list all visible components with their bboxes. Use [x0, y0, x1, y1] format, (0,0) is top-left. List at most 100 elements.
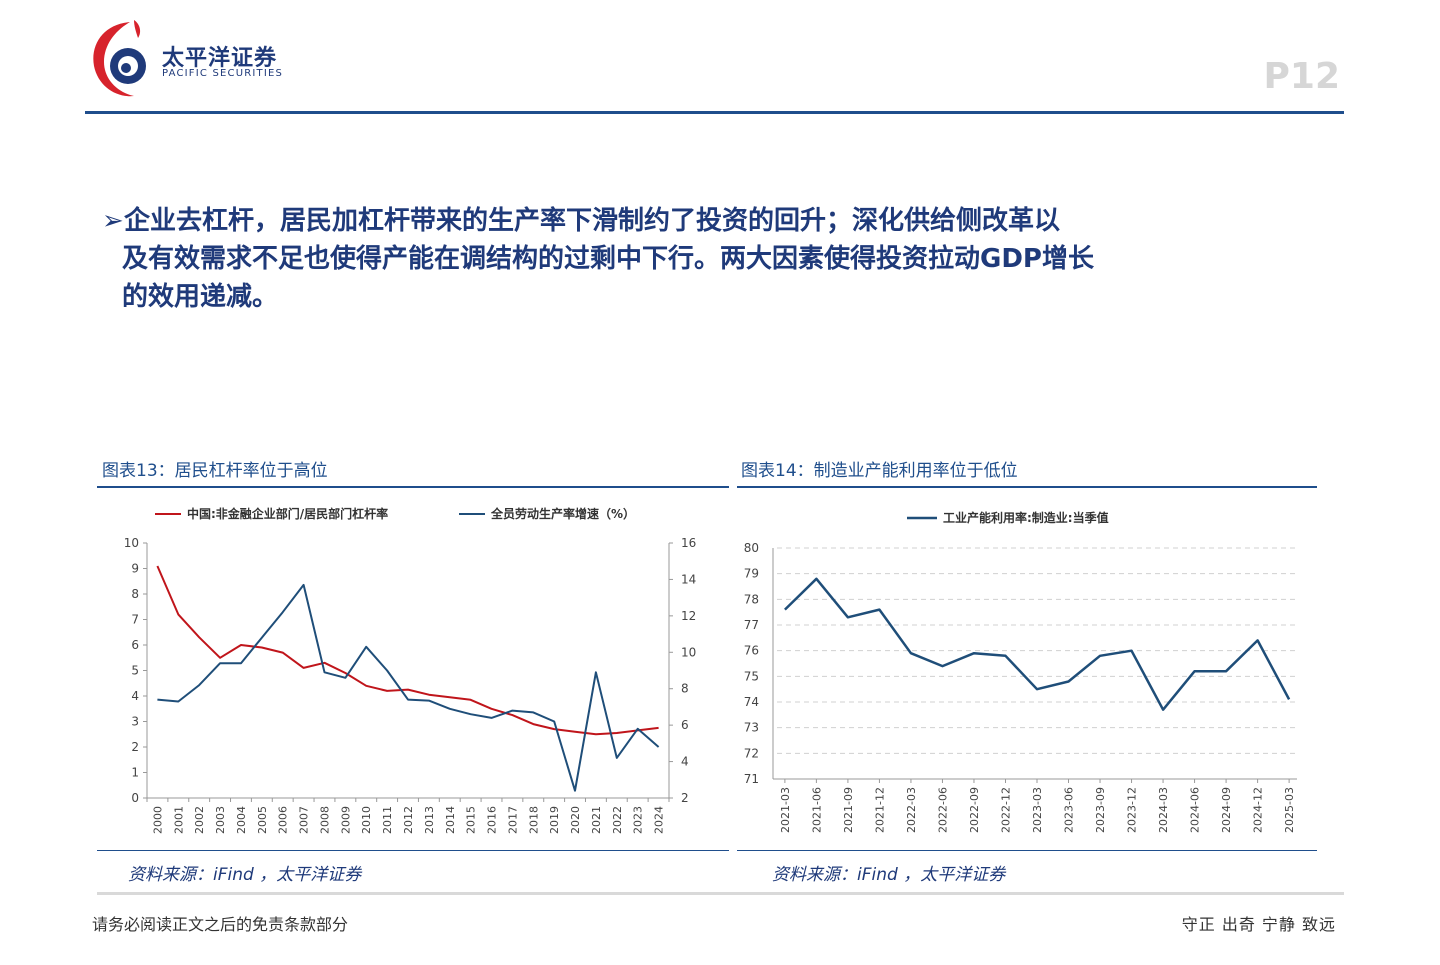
disclaimer-note: 请务必阅读正文之后的免责条款部分	[92, 915, 349, 934]
figure-14-source: 资料来源：iFind ，太平洋证券	[772, 865, 1006, 885]
figure-13-rule	[97, 486, 729, 488]
x-tick-label: 2015	[465, 806, 478, 834]
left-tick-label: 8	[131, 587, 139, 601]
y-tick-label: 71	[744, 772, 759, 786]
y-tick-label: 77	[744, 618, 759, 632]
right-tick-label: 14	[681, 572, 696, 586]
company-logo: 太平洋证券 PACIFIC SECURITIES	[90, 16, 290, 100]
figure-14-rule	[737, 486, 1317, 488]
right-tick-label: 12	[681, 609, 696, 623]
x-tick-label: 2024	[653, 806, 666, 834]
y-tick-label: 76	[744, 644, 759, 658]
right-tick-label: 8	[681, 682, 689, 696]
x-tick-label: 2024-03	[1157, 787, 1170, 833]
x-tick-label: 2023-09	[1094, 787, 1107, 833]
left-tick-label: 6	[131, 638, 139, 652]
header-divider	[85, 111, 1344, 114]
x-tick-label: 2011	[381, 806, 394, 834]
key-point-line-1: 企业去杠杆，居民加杠杆带来的生产率下滑制约了投资的回升；深化供给侧改革以	[124, 206, 1061, 236]
x-tick-label: 2020	[569, 806, 582, 834]
y-tick-label: 79	[744, 567, 759, 581]
left-tick-label: 10	[124, 536, 139, 550]
x-tick-label: 2024-12	[1252, 787, 1265, 833]
x-tick-label: 2019	[548, 806, 561, 834]
right-tick-label: 6	[681, 718, 689, 732]
arrow-bullet-icon: ➢	[102, 206, 124, 236]
key-point-line-2: 及有效需求不足也使得产能在调结构的过剩中下行。两大因素使得投资拉动GDP增长	[122, 244, 1094, 274]
legend-label-2: 全员劳动生产率增速（%）	[490, 506, 635, 521]
left-tick-label: 1	[131, 766, 139, 780]
y-tick-label: 74	[744, 695, 759, 709]
company-motto: 守正 出奇 宁静 致远	[1181, 915, 1336, 934]
x-tick-label: 2012	[402, 806, 415, 834]
logo-mark-icon	[93, 20, 146, 97]
x-tick-label: 2023-12	[1126, 787, 1139, 833]
series-line-2	[157, 583, 660, 792]
figure-13-source: 资料来源：iFind ，太平洋证券	[128, 865, 362, 885]
x-tick-label: 2022-06	[936, 787, 949, 833]
x-tick-label: 2014	[444, 806, 457, 834]
page-number: P12	[1263, 56, 1340, 97]
x-tick-label: 2008	[318, 806, 331, 834]
right-tick-label: 4	[681, 755, 689, 769]
leverage-productivity-chart: 中国:非金融企业部门/居民部门杠杆率 全员劳动生产率增速（%）0123456789…	[124, 506, 697, 834]
capacity-utilization-chart: 工业产能利用率:制造业:当季值 71 72 73 74 75 76 77 78 79 80 2021-…	[744, 510, 1297, 833]
x-tick-label: 2009	[339, 806, 352, 834]
legend-label-1: 中国:非金融企业部门/居民部门杠杆率	[187, 506, 388, 521]
y-tick-label: 72	[744, 746, 759, 760]
left-tick-label: 9	[131, 562, 139, 576]
x-tick-label: 2025-03	[1283, 787, 1296, 833]
footer-divider	[97, 892, 1344, 895]
x-tick-label: 2007	[298, 806, 311, 834]
legend-label-1: 工业产能利用率:制造业:当季值	[943, 510, 1109, 525]
y-tick-label: 75	[744, 669, 759, 683]
right-tick-label: 2	[681, 791, 689, 805]
left-tick-label: 0	[131, 791, 139, 805]
x-tick-label: 2017	[506, 806, 519, 834]
x-tick-label: 2013	[423, 806, 436, 834]
x-tick-label: 2022	[611, 806, 624, 834]
figure-14-title: 图表14：制造业产能利用率位于低位	[741, 461, 1018, 481]
logo-text-en: PACIFIC SECURITIES	[162, 68, 284, 79]
right-tick-label: 10	[681, 645, 696, 659]
x-tick-label: 2021-06	[810, 787, 823, 833]
logo-text-cn: 太平洋证券	[162, 46, 278, 71]
figure-13-source-rule	[97, 850, 729, 851]
x-tick-label: 2001	[172, 806, 185, 834]
series-line-1	[156, 565, 659, 736]
x-tick-label: 2023-03	[1031, 787, 1044, 833]
x-tick-label: 2022-09	[968, 787, 981, 833]
x-tick-label: 2024-06	[1189, 787, 1202, 833]
x-tick-label: 2021-03	[779, 787, 792, 833]
x-tick-label: 2010	[360, 806, 373, 834]
left-tick-label: 4	[131, 689, 139, 703]
y-tick-label: 73	[744, 721, 759, 735]
x-tick-label: 2018	[527, 806, 540, 834]
x-tick-label: 2021-12	[873, 787, 886, 833]
key-point: ➢企业去杠杆，居民加杠杆带来的生产率下滑制约了投资的回升；深化供给侧改革以 及有…	[102, 202, 1312, 316]
left-tick-label: 2	[131, 740, 139, 754]
figure-14-source-rule	[737, 850, 1317, 851]
left-tick-label: 7	[131, 613, 139, 627]
y-tick-label: 80	[744, 541, 759, 555]
x-tick-label: 2006	[277, 806, 290, 834]
x-tick-label: 2022-03	[905, 787, 918, 833]
y-tick-label: 78	[744, 592, 759, 606]
x-tick-label: 2003	[214, 806, 227, 834]
key-point-line-3: 的效用递减。	[122, 282, 279, 312]
left-tick-label: 5	[131, 664, 139, 678]
figure-13-title: 图表13：居民杠杆率位于高位	[102, 461, 328, 481]
x-tick-label: 2021-09	[842, 787, 855, 833]
x-tick-label: 2023-06	[1063, 787, 1076, 833]
x-tick-label: 2002	[193, 806, 206, 834]
x-tick-label: 2000	[151, 806, 164, 834]
series-line-1	[784, 577, 1291, 711]
x-tick-label: 2023	[632, 806, 645, 834]
x-tick-label: 2005	[256, 806, 269, 834]
right-tick-label: 16	[681, 536, 696, 550]
x-tick-label: 2016	[486, 806, 499, 834]
x-tick-label: 2024-09	[1220, 787, 1233, 833]
x-tick-label: 2022-12	[999, 787, 1012, 833]
x-tick-label: 2021	[590, 806, 603, 834]
x-tick-label: 2004	[235, 806, 248, 834]
